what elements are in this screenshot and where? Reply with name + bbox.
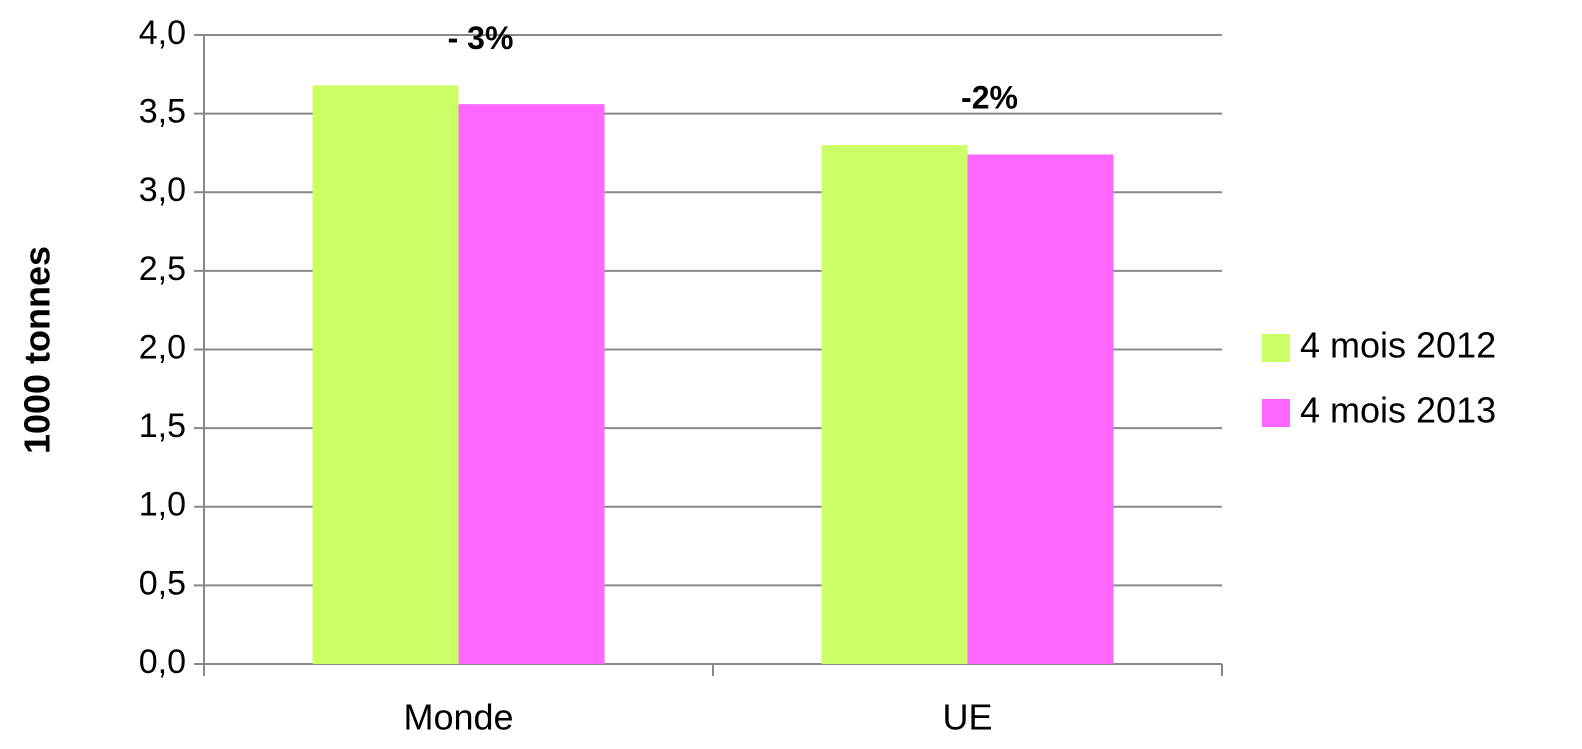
- y-tick-label: 4,0: [139, 14, 186, 52]
- y-tick-label: 0,5: [139, 564, 186, 602]
- annotation: -2%: [961, 80, 1018, 116]
- annotation: - 3%: [448, 20, 514, 56]
- x-tick-label: UE: [942, 697, 992, 738]
- y-tick-label: 2,0: [139, 328, 186, 366]
- y-tick-label: 1,0: [139, 486, 186, 524]
- y-tick-label: 0,0: [139, 643, 186, 681]
- bar: [967, 154, 1114, 664]
- bar: [821, 145, 968, 664]
- legend-swatch: [1262, 399, 1290, 427]
- y-tick-label: 2,5: [139, 250, 186, 288]
- legend-swatch: [1262, 334, 1290, 362]
- y-axis-title: 1000 tonnes: [17, 246, 58, 454]
- y-tick-label: 1,5: [139, 407, 186, 445]
- bar: [312, 85, 459, 664]
- x-tick-label: Monde: [403, 697, 513, 738]
- y-tick-label: 3,0: [139, 171, 186, 209]
- y-tick-label: 3,5: [139, 93, 186, 131]
- legend-label: 4 mois 2013: [1300, 390, 1496, 431]
- bar: [458, 104, 605, 664]
- legend-label: 4 mois 2012: [1300, 325, 1496, 366]
